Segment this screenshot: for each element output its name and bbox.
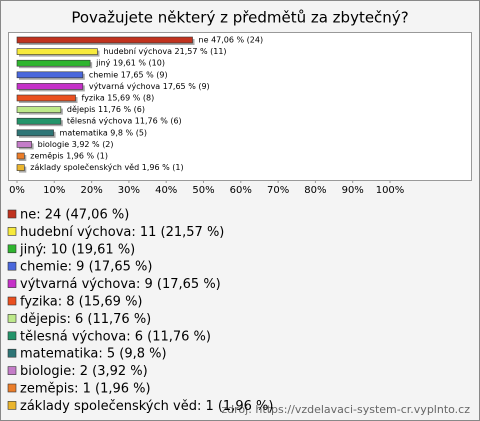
value-label: matematika 9,8 % (5) <box>60 128 148 137</box>
legend-label: dějepis: 6 (11,76 %) <box>20 312 151 327</box>
bar <box>16 59 91 67</box>
legend-label: jiný: 10 (19,61 %) <box>19 242 135 257</box>
legend-swatch <box>7 383 17 393</box>
legend-label: matematika: 5 (9,8 %) <box>20 347 167 362</box>
value-label: dějepis 11,76 % (6) <box>67 105 145 114</box>
x-tick-label: 70% <box>267 185 289 196</box>
legend-label: zeměpis: 1 (1,96 %) <box>20 382 151 397</box>
bar <box>16 129 54 137</box>
legend-label: hudební výchova: 11 (21,57 %) <box>20 225 224 240</box>
legend-swatch <box>7 331 17 341</box>
legend-swatch <box>7 348 17 358</box>
legend-swatch <box>7 227 17 236</box>
bar <box>16 164 25 171</box>
bar <box>16 36 193 44</box>
value-label: zeměpis 1,96 % (1) <box>30 152 108 161</box>
legend-swatch <box>7 401 17 410</box>
value-label: biologie 3,92 % (2) <box>38 140 114 149</box>
x-tick-label: 10% <box>43 185 65 196</box>
legend-label: výtvarná výchova: 9 (17,65 %) <box>20 277 221 292</box>
legend-label: tělesná výchova: 6 (11,76 %) <box>20 329 211 344</box>
value-label: chemie 17,65 % (9) <box>89 70 168 79</box>
x-tick-label: 30% <box>118 185 140 196</box>
value-label: tělesná výchova 11,76 % (6) <box>67 117 182 126</box>
x-tick-label: 0% <box>9 185 25 196</box>
bar <box>16 94 76 102</box>
plot-area <box>8 32 472 181</box>
source: zdroj: https://vzdelavaci-system-cr.vypl… <box>221 403 470 416</box>
bar <box>16 83 84 90</box>
x-tick-label: 90% <box>342 185 364 196</box>
legend-swatch <box>7 261 17 271</box>
bar <box>16 71 84 79</box>
legend-swatch <box>7 279 17 288</box>
legend-swatch <box>7 314 17 323</box>
x-tick-label: 50% <box>192 185 214 196</box>
legend-swatch <box>7 366 17 375</box>
x-tick-label: 20% <box>80 185 102 196</box>
x-tick-label: 80% <box>304 185 326 196</box>
bar <box>16 106 62 113</box>
chart-title: Považujete některý z předmětů za zbytečn… <box>71 9 408 27</box>
value-label: výtvarná výchova 17,65 % (9) <box>89 82 210 91</box>
legend-label: základy společenských věd: 1 (1,96 %) <box>20 399 273 414</box>
x-tick-label: 100% <box>376 185 405 196</box>
legend-swatch <box>7 244 17 254</box>
bar <box>16 117 62 125</box>
value-label: hudební výchova 21,57 % (11) <box>103 47 226 56</box>
legend-label: biologie: 2 (3,92 %) <box>20 364 148 379</box>
bar <box>16 48 98 55</box>
legend-swatch <box>7 209 17 219</box>
value-label: základy společenských věd 1,96 % (1) <box>30 162 183 172</box>
x-tick-label: 60% <box>230 185 252 196</box>
x-tick-label: 40% <box>155 185 177 196</box>
value-label: fyzika 15,69 % (8) <box>82 94 155 103</box>
bar <box>16 152 25 160</box>
bar <box>16 141 32 148</box>
value-label: ne 47,06 % (24) <box>199 36 264 45</box>
legend-label: chemie: 9 (17,65 %) <box>20 260 152 275</box>
legend-label: fyzika: 8 (15,69 %) <box>20 295 143 310</box>
legend-swatch <box>7 296 17 306</box>
legend-label: ne: 24 (47,06 %) <box>20 208 129 223</box>
value-label: jiný 19,61 % (10) <box>95 59 165 68</box>
